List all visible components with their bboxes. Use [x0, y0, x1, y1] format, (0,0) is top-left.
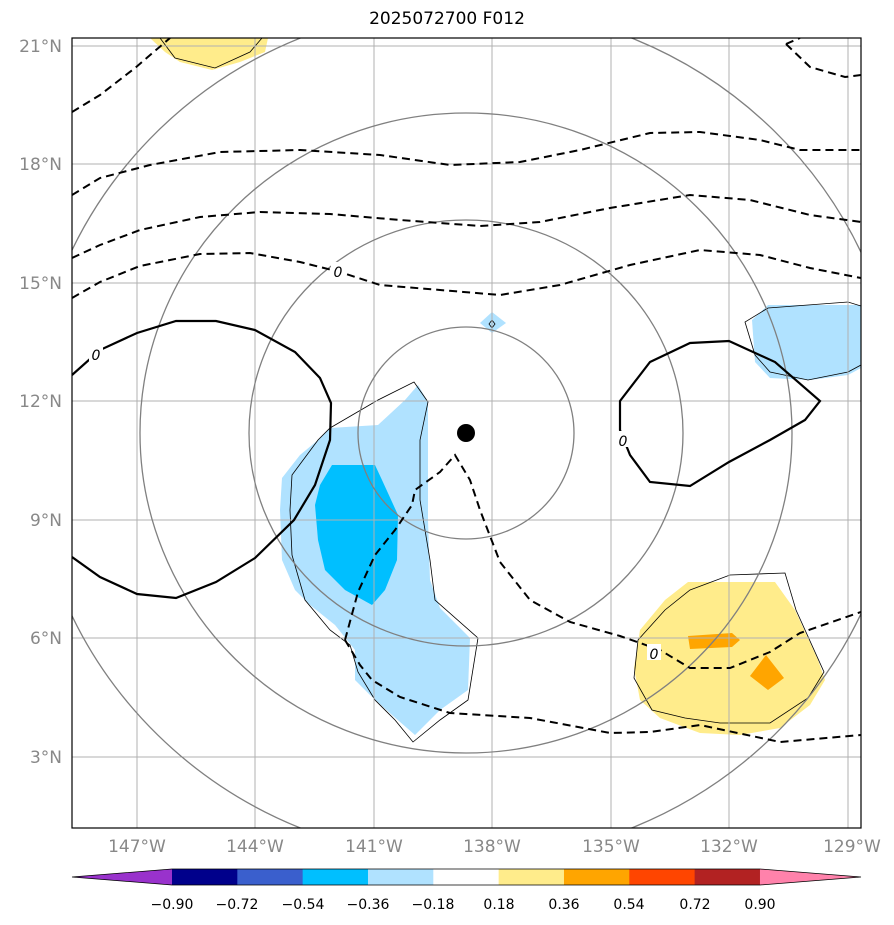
- colorbar-tick-4: −0.36: [347, 897, 390, 913]
- range-ring-2: [248, 219, 684, 647]
- range-ring-1: [357, 326, 575, 540]
- thin-outline-southeast: [633, 572, 825, 724]
- colorbar-tick-8: 0.54: [613, 897, 644, 913]
- solid-contour-east: [618, 339, 822, 488]
- contour-label-group: 0 0 0 0: [89, 262, 661, 663]
- colorbar-tick-5: −0.18: [412, 897, 455, 913]
- colorbar-tick-6: 0.18: [483, 897, 514, 913]
- lon-label-129: 129°W: [823, 837, 881, 857]
- lon-label-132: 132°W: [700, 837, 758, 857]
- colorbar-tick-3: −0.54: [282, 897, 325, 913]
- negative-shading-small: [480, 312, 506, 333]
- lon-label-138: 138°W: [463, 837, 521, 857]
- colorbar-tick-2: −0.72: [216, 897, 259, 913]
- colorbar-tick-9: 0.72: [679, 897, 710, 913]
- thin-outline-top: [159, 38, 263, 69]
- positive-shading-top: [150, 38, 268, 70]
- dashed-contour-7: [785, 38, 861, 79]
- lon-label-141: 141°W: [345, 837, 403, 857]
- dashed-contour-4: [72, 248, 861, 299]
- contour-label-bg-3: [616, 431, 630, 447]
- lon-label-147: 147°W: [108, 837, 166, 857]
- latitude-labels: 21°N 18°N 15°N 12°N 9°N 6°N 3°N: [19, 37, 62, 768]
- contour-label-1: 0: [92, 348, 101, 364]
- colorbar-swatch-5: [433, 869, 500, 885]
- map-frame: [71, 37, 862, 829]
- dashed-contour-6: [344, 639, 861, 744]
- contour-label-2: 0: [334, 265, 343, 281]
- dashed-contour-2: [72, 130, 861, 196]
- longitude-labels: 147°W 144°W 141°W 138°W 135°W 132°W 129°…: [108, 837, 881, 857]
- colorbar-swatch-7: [563, 869, 630, 885]
- solid-contours: [72, 319, 822, 600]
- lat-label-3: 3°N: [30, 748, 62, 768]
- colorbar: −0.90 −0.72 −0.54 −0.36 −0.18 0.18 0.36 …: [71, 868, 862, 913]
- colorbar-swatch-1: [172, 869, 238, 885]
- solid-contour-west: [72, 319, 333, 600]
- colorbar-swatch-9: [694, 869, 761, 885]
- colorbar-swatch-3: [302, 869, 369, 885]
- negative-shading-east: [752, 305, 861, 380]
- colorbar-extend-max: [759, 869, 861, 885]
- colorbar-swatch-4: [367, 869, 434, 885]
- lat-label-12: 12°N: [19, 392, 62, 412]
- range-ring-3: [139, 112, 793, 754]
- storm-center-marker: [457, 424, 475, 442]
- contour-label-bg-1: [89, 346, 103, 362]
- range-rings: [72, 38, 861, 828]
- colorbar-swatch-2: [237, 869, 304, 885]
- colorbar-tick-labels: −0.90 −0.72 −0.54 −0.36 −0.18 0.18 0.36 …: [151, 897, 776, 913]
- colorbar-tick-1: −0.90: [151, 897, 194, 913]
- dashed-contour-3: [72, 193, 861, 259]
- shaded-fields: [150, 38, 861, 735]
- colorbar-swatch-6: [498, 869, 565, 885]
- colorbar-segments: [72, 869, 861, 885]
- lat-label-9: 9°N: [30, 511, 62, 531]
- contour-label-bg-4: [647, 644, 661, 660]
- colorbar-outline: [71, 868, 862, 886]
- thin-outline-center: [289, 381, 479, 743]
- lat-label-6: 6°N: [30, 629, 62, 649]
- lat-label-21: 21°N: [19, 37, 62, 57]
- lon-label-144: 144°W: [226, 837, 284, 857]
- colorbar-swatch-8: [629, 869, 696, 885]
- dashed-contour-1: [72, 38, 171, 113]
- colorbar-tick-7: 0.36: [548, 897, 579, 913]
- contour-label-3: 0: [619, 434, 628, 450]
- colorbar-extend-min: [72, 869, 172, 885]
- lat-label-15: 15°N: [19, 274, 62, 294]
- lat-label-18: 18°N: [19, 155, 62, 175]
- dashed-contours: [72, 38, 861, 744]
- contour-label-4: 0: [650, 647, 659, 663]
- map-title: 2025072700 F012: [369, 9, 525, 29]
- negative-shading-core: [315, 465, 398, 605]
- contour-label-bg-2: [331, 262, 345, 278]
- positive-shading-peak-2: [750, 655, 784, 690]
- colorbar-tick-10: 0.90: [744, 897, 775, 913]
- lon-label-135: 135°W: [582, 837, 640, 857]
